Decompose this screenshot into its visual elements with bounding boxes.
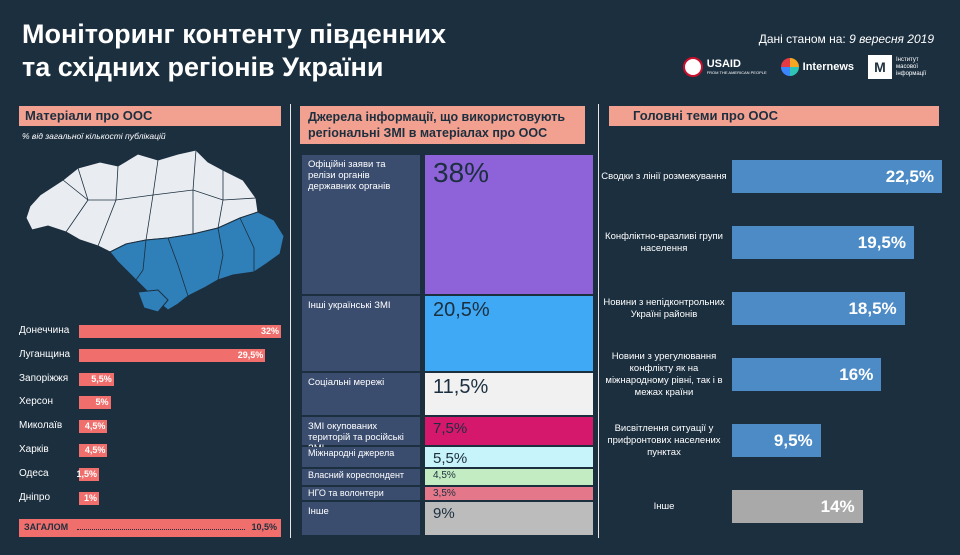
theme-label-text: Конфліктно-вразливі групи населення — [605, 231, 723, 254]
theme-bar: 9,5% — [732, 424, 821, 457]
region-value: 5% — [95, 397, 109, 408]
source-label: Соціальні мережі — [302, 373, 420, 416]
region-value: 29,5% — [237, 349, 264, 360]
region-label: Харків — [19, 444, 49, 455]
theme-bar: 19,5% — [732, 226, 914, 259]
region-label: Херсон — [19, 396, 53, 408]
region-value: 5,5% — [91, 373, 112, 384]
date-label: Дані станом на: — [758, 32, 846, 46]
region-label: Луганщина — [19, 348, 71, 360]
map-region-borders — [62, 149, 257, 297]
imi-text: Інститут масової інформації — [896, 56, 927, 77]
source-label: ЗМІ окупованих територій та російські ЗМ… — [302, 417, 420, 454]
region-bar — [79, 325, 281, 338]
region-value: 4,5% — [84, 445, 106, 455]
source-value-box: 11,5% — [425, 373, 593, 416]
total-value: 10,5% — [251, 522, 277, 532]
theme-label: Конфліктно-вразливі групи населення — [600, 218, 728, 268]
region-bar — [79, 467, 99, 481]
source-value-box: 4,5% — [425, 468, 593, 486]
source-label: НГО та волонтери — [302, 487, 420, 501]
theme-bar: 16% — [732, 358, 882, 391]
theme-label-text: Новини з непідконтрольних Україні районі… — [603, 297, 725, 320]
date-stamp: Дані станом на: 9 вересня 2019 — [759, 32, 934, 46]
imi-logo: М Інститут масової інформації — [868, 55, 938, 79]
region-bar — [79, 420, 108, 434]
region-value: 32% — [260, 326, 279, 336]
source-value-box: 7,5% — [425, 417, 593, 445]
region-label: Одеса — [19, 467, 49, 479]
theme-bar: 14% — [732, 490, 863, 523]
usaid-subtext: FROM THE AMERICAN PEOPLE — [706, 70, 767, 75]
theme-label-text: Сводки з лінії розмежування — [601, 171, 727, 182]
source-value-box: 9% — [425, 502, 593, 535]
source-label: Міжнародні джерела — [302, 446, 420, 467]
region-value: 1,5% — [76, 468, 97, 479]
region-bar — [79, 348, 266, 362]
partner-logos: USAID FROM THE AMERICAN PEOPLE Internews… — [682, 54, 938, 80]
usaid-text: USAID — [706, 58, 741, 70]
title-line-1: Моніторинг контенту південних — [22, 19, 447, 49]
region-bar — [79, 372, 114, 386]
region-label: Дніпро — [19, 491, 51, 503]
middle-section-header: Джерела інформації, що використовують ре… — [300, 106, 585, 144]
theme-bar: 18,5% — [732, 292, 905, 325]
total-label: ЗАГАЛОМ — [24, 522, 69, 532]
region-bar — [79, 444, 108, 457]
ukraine-map — [25, 149, 285, 313]
left-subnote: % від загальної кількості публікацій — [22, 131, 166, 141]
middle-header-line-2: регіональні ЗМІ в матеріалах про ООС — [308, 126, 548, 140]
region-label: Донеччина — [19, 325, 70, 336]
theme-bar: 22,5% — [732, 160, 942, 193]
source-label: Інше — [302, 502, 420, 535]
region-label: Миколаїв — [19, 420, 63, 432]
imi-letter-icon: М — [868, 55, 892, 79]
right-section-header: Головні теми про ООС — [609, 106, 939, 126]
theme-label: Новини з непідконтрольних Україні районі… — [600, 284, 728, 334]
map-crimea — [137, 289, 169, 313]
theme-label: Висвітлення ситуації у прифронтових насе… — [600, 416, 728, 466]
usaid-logo: USAID FROM THE AMERICAN PEOPLE — [682, 57, 767, 77]
region-value: 1% — [83, 492, 97, 503]
theme-label: Інше — [600, 482, 728, 532]
region-bar — [79, 396, 111, 410]
date-value: 9 вересня 2019 — [849, 32, 934, 46]
source-label: Офіційні заяви та релізи органів державн… — [302, 155, 420, 295]
theme-label: Новини з урегулювання конфлікту як на мі… — [600, 350, 728, 400]
internews-globe-icon — [780, 58, 799, 76]
total-bar: ЗАГАЛОМ 10,5% — [19, 519, 281, 537]
region-label: Запоріжжя — [19, 372, 69, 384]
theme-label: Сводки з лінії розмежування — [600, 152, 728, 202]
usaid-seal-icon — [682, 57, 703, 77]
page-title: Моніторинг контенту південних та східних… — [22, 18, 446, 84]
source-value-box: 5,5% — [425, 446, 593, 467]
column-divider-left — [290, 104, 291, 538]
source-value-box: 38% — [425, 155, 593, 295]
theme-label-text: Висвітлення ситуації у прифронтових насе… — [607, 423, 721, 458]
region-bar — [79, 491, 99, 505]
title-line-2: та східних регіонів України — [22, 52, 384, 82]
source-value-box: 20,5% — [425, 296, 593, 372]
source-label: Власний кореспондент — [302, 468, 420, 486]
theme-label-text: Новини з урегулювання конфлікту як на мі… — [605, 351, 723, 398]
left-section-header: Матеріали про ООС — [19, 106, 281, 126]
internews-logo: Internews — [780, 58, 854, 76]
source-label: Інші українські ЗМІ — [302, 296, 420, 372]
internews-text: Internews — [802, 61, 854, 73]
region-value: 4,5% — [84, 421, 106, 432]
middle-header-line-1: Джерела інформації, що використовують — [308, 110, 566, 124]
source-value-box: 3,5% — [425, 487, 593, 501]
column-divider-right — [598, 104, 599, 538]
total-leader-line — [77, 529, 245, 530]
theme-label-text: Інше — [653, 501, 675, 512]
